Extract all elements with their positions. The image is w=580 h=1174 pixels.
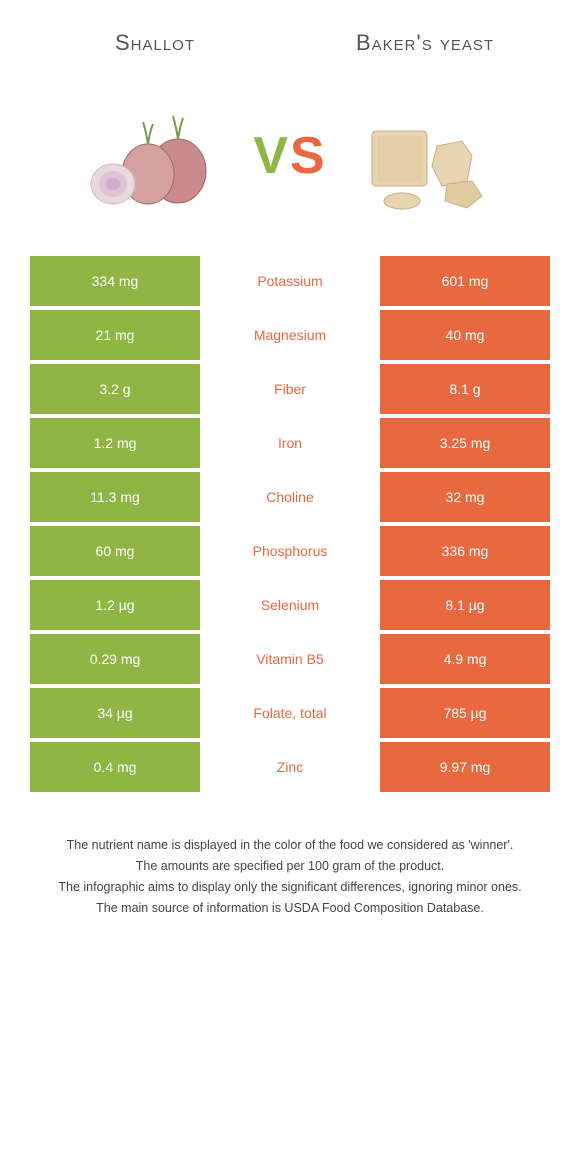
nutrient-label-cell: Fiber [200, 364, 380, 414]
left-value-cell: 0.4 mg [30, 742, 200, 792]
nutrient-label-cell: Vitamin B5 [200, 634, 380, 684]
footer-line-4: The main source of information is USDA F… [30, 899, 550, 918]
table-row: 3.2 gFiber8.1 g [30, 364, 550, 414]
right-food-title: Baker's yeast [304, 30, 547, 56]
right-value-cell: 3.25 mg [380, 418, 550, 468]
table-row: 0.4 mgZinc9.97 mg [30, 742, 550, 792]
table-row: 0.29 mgVitamin B54.9 mg [30, 634, 550, 684]
left-value-cell: 1.2 µg [30, 580, 200, 630]
nutrient-label-cell: Zinc [200, 742, 380, 792]
left-value-cell: 11.3 mg [30, 472, 200, 522]
footer-line-3: The infographic aims to display only the… [30, 878, 550, 897]
nutrient-label-cell: Magnesium [200, 310, 380, 360]
table-row: 334 mgPotassium601 mg [30, 256, 550, 306]
vs-s-letter: S [290, 127, 327, 185]
table-row: 1.2 mgIron3.25 mg [30, 418, 550, 468]
footer-line-1: The nutrient name is displayed in the co… [30, 836, 550, 855]
nutrient-label-cell: Iron [200, 418, 380, 468]
shallot-image [83, 96, 233, 216]
left-value-cell: 334 mg [30, 256, 200, 306]
left-food-title: Shallot [34, 30, 277, 56]
footer-line-2: The amounts are specified per 100 gram o… [30, 857, 550, 876]
table-row: 60 mgPhosphorus336 mg [30, 526, 550, 576]
nutrient-label-cell: Selenium [200, 580, 380, 630]
table-row: 21 mgMagnesium40 mg [30, 310, 550, 360]
nutrient-label-cell: Folate, total [200, 688, 380, 738]
left-value-cell: 1.2 mg [30, 418, 200, 468]
vs-label: VS [253, 126, 326, 186]
header-row: Shallot Baker's yeast [0, 0, 580, 66]
comparison-table: 334 mgPotassium601 mg21 mgMagnesium40 mg… [0, 256, 580, 792]
yeast-image [347, 96, 497, 216]
left-value-cell: 3.2 g [30, 364, 200, 414]
right-value-cell: 40 mg [380, 310, 550, 360]
right-value-cell: 8.1 g [380, 364, 550, 414]
right-value-cell: 32 mg [380, 472, 550, 522]
right-value-cell: 9.97 mg [380, 742, 550, 792]
right-value-cell: 601 mg [380, 256, 550, 306]
left-value-cell: 0.29 mg [30, 634, 200, 684]
footer-notes: The nutrient name is displayed in the co… [0, 796, 580, 939]
left-value-cell: 34 µg [30, 688, 200, 738]
right-value-cell: 8.1 µg [380, 580, 550, 630]
nutrient-label-cell: Phosphorus [200, 526, 380, 576]
table-row: 1.2 µgSelenium8.1 µg [30, 580, 550, 630]
right-value-cell: 4.9 mg [380, 634, 550, 684]
nutrient-label-cell: Choline [200, 472, 380, 522]
left-value-cell: 60 mg [30, 526, 200, 576]
nutrient-label-cell: Potassium [200, 256, 380, 306]
right-value-cell: 785 µg [380, 688, 550, 738]
vs-v-letter: V [253, 127, 290, 185]
right-value-cell: 336 mg [380, 526, 550, 576]
table-row: 34 µgFolate, total785 µg [30, 688, 550, 738]
left-value-cell: 21 mg [30, 310, 200, 360]
images-row: VS [0, 66, 580, 256]
table-row: 11.3 mgCholine32 mg [30, 472, 550, 522]
